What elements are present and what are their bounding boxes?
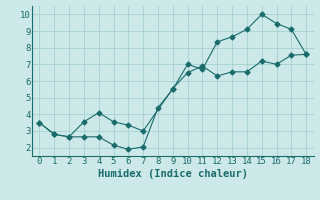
- X-axis label: Humidex (Indice chaleur): Humidex (Indice chaleur): [98, 169, 248, 179]
